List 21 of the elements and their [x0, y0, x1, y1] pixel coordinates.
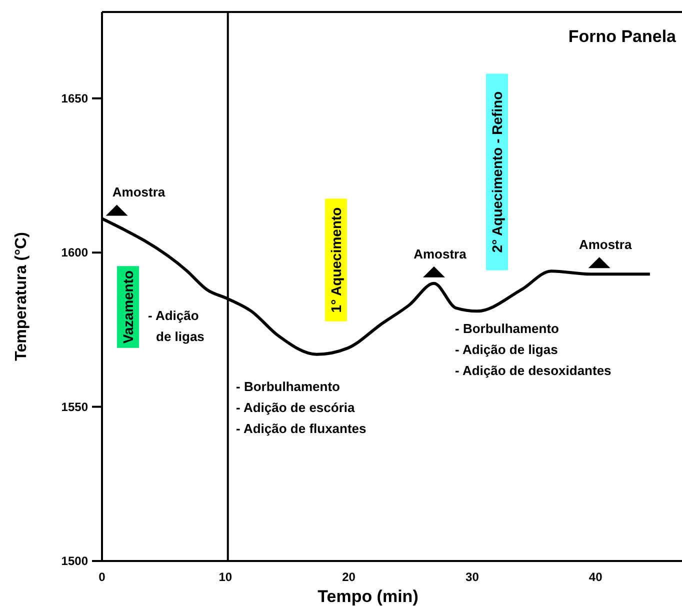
x-tick-label: 10	[218, 570, 232, 584]
x-tick-label: 30	[466, 570, 480, 584]
annotation: 1° Aquecimento	[328, 207, 344, 313]
y-tick-label: 1500	[61, 554, 88, 568]
annotation: - Borbulhamento - Adição de escória - Adição de fluxantes	[236, 379, 366, 436]
x-tick-label: 0	[98, 570, 106, 584]
annotation: Amostra	[112, 184, 166, 200]
annotation: - Adição de ligas	[148, 308, 204, 344]
x-tick-label: 20	[342, 570, 356, 584]
text: Forno Panela	[568, 27, 677, 46]
annotation: 2° Aquecimento - Refino	[489, 91, 505, 253]
annotation: - Borbulhamento - Adição de ligas - Adição de desoxidantes	[455, 321, 612, 378]
y-axis-title: Temperatura (°C)	[13, 232, 30, 361]
annotation: Amostra	[578, 237, 632, 252]
annotation: Vazamento	[120, 270, 136, 344]
x-axis-title: Tempo (min)	[318, 587, 418, 606]
x-tick-label: 40	[588, 570, 603, 584]
y-tick-label: 1600	[61, 246, 88, 260]
y-tick-label: 1550	[61, 400, 88, 414]
annotation: Amostra	[414, 246, 468, 262]
y-tick-label: 1650	[61, 91, 88, 106]
